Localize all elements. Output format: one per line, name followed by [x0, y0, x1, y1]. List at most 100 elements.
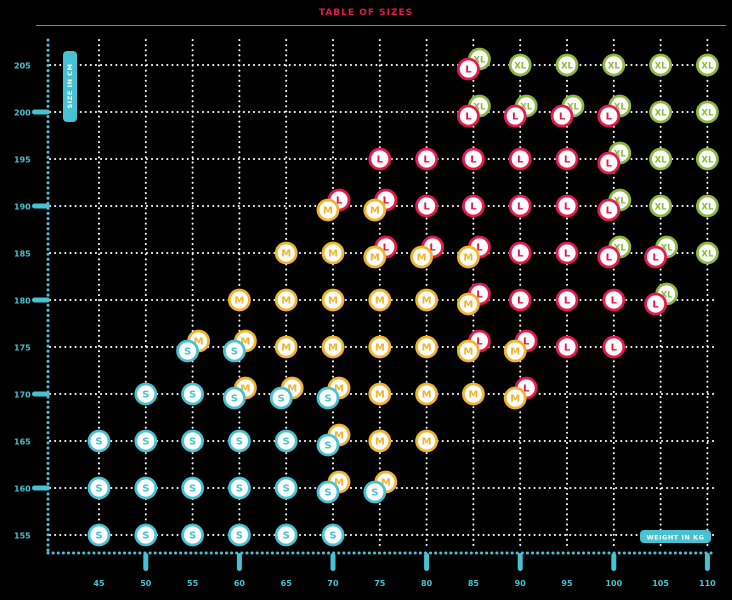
- size-badge-circle: [368, 147, 392, 171]
- y-major-tick: [32, 203, 50, 209]
- size-badge-circle: [134, 476, 158, 500]
- size-badge-label: XL: [520, 102, 533, 112]
- size-badge-circle: [274, 241, 298, 265]
- size-badge-m: M: [274, 241, 298, 265]
- y-major-tick: [32, 485, 50, 491]
- size-badge-l: L: [461, 147, 485, 171]
- size-badge-circle: [134, 429, 158, 453]
- size-badge-circle: [363, 245, 387, 269]
- size-badge-label: M: [194, 336, 204, 347]
- size-badge-m: M: [363, 198, 387, 222]
- size-badge-circle: [415, 194, 439, 218]
- size-badge-m: M: [456, 339, 480, 363]
- size-badge-m: M: [368, 382, 392, 406]
- size-badge-l: L: [415, 194, 439, 218]
- size-badge-s: S: [134, 429, 158, 453]
- x-major-tick: [517, 553, 523, 571]
- size-badge-label: S: [283, 530, 290, 541]
- size-badge-label: XL: [661, 243, 674, 253]
- size-badge-label: M: [370, 205, 380, 216]
- size-badge-m: M: [321, 288, 345, 312]
- size-badge-xl: XL: [649, 194, 672, 218]
- x-major-tick: [143, 553, 149, 571]
- y-tick-label: 190: [14, 203, 31, 212]
- size-badge-s: S: [363, 480, 387, 504]
- size-badge-circle: [644, 292, 667, 316]
- size-badge-circle: [316, 480, 340, 504]
- size-badge-s: S: [227, 523, 251, 547]
- size-badge-label: XL: [567, 102, 580, 112]
- size-badge-circle: [456, 339, 480, 363]
- size-badge-label: S: [189, 530, 196, 541]
- size-badge-l: L: [555, 147, 579, 171]
- size-badge-label: M: [334, 477, 344, 488]
- size-badge-label: XL: [614, 196, 627, 206]
- size-badge-label: L: [423, 201, 430, 212]
- size-badge-m: M: [274, 335, 298, 359]
- size-badge-label: S: [278, 393, 285, 404]
- y-tick-label: 170: [14, 391, 31, 400]
- size-badge-circle: [415, 382, 439, 406]
- y-axis-title: SIZE IN CM: [66, 64, 74, 109]
- size-badge-label: L: [429, 242, 436, 253]
- size-badge-m: M: [368, 288, 392, 312]
- y-tick-label: 160: [14, 485, 31, 494]
- size-badge-label: M: [422, 436, 432, 447]
- y-tick-label: 175: [14, 344, 31, 353]
- size-badge-m: M: [316, 198, 340, 222]
- size-badge-label: XL: [608, 61, 621, 71]
- size-badge-label: L: [606, 111, 613, 122]
- size-badge-l: L: [508, 241, 532, 265]
- size-badge-circle: [321, 288, 345, 312]
- size-badge-circle: [321, 241, 345, 265]
- size-badge-label: L: [517, 248, 524, 259]
- size-badge-circle: [227, 476, 251, 500]
- size-badge-circle: [508, 194, 532, 218]
- x-tick-label: 50: [140, 579, 152, 588]
- size-badge-label: M: [375, 342, 385, 353]
- size-badge-circle: [87, 523, 111, 547]
- size-badge-circle: [316, 198, 340, 222]
- size-badge-s: S: [87, 476, 111, 500]
- size-badge-label: M: [422, 342, 432, 353]
- size-badge-circle: [602, 288, 626, 312]
- size-badge-label: L: [512, 111, 519, 122]
- size-badge-label: S: [236, 483, 243, 494]
- size-badge-label: XL: [655, 61, 668, 71]
- size-badge-label: M: [422, 389, 432, 400]
- size-badge-circle: [644, 245, 667, 269]
- size-badge-label: M: [375, 295, 385, 306]
- size-badge-label: S: [324, 487, 331, 498]
- size-badge-l: L: [644, 292, 667, 316]
- size-badge-circle: [503, 339, 527, 363]
- size-badge-label: XL: [701, 249, 714, 259]
- size-badge-label: L: [423, 154, 430, 165]
- size-badge-label: XL: [614, 243, 627, 253]
- size-badge-l: L: [597, 104, 621, 128]
- x-tick-label: 55: [187, 579, 199, 588]
- size-badge-circle: [134, 523, 158, 547]
- size-badge-label: L: [559, 111, 566, 122]
- size-badge-xl: XL: [696, 194, 719, 218]
- size-badge-circle: [415, 429, 439, 453]
- size-badge-label: S: [142, 483, 149, 494]
- size-badge-circle: [181, 476, 205, 500]
- x-major-tick: [236, 553, 242, 571]
- size-badge-circle: [649, 194, 672, 218]
- size-badge-l: L: [602, 288, 626, 312]
- size-badge-circle: [649, 147, 672, 171]
- size-badge-label: L: [470, 154, 477, 165]
- size-badge-label: M: [370, 252, 380, 263]
- size-badge-xl: XL: [696, 241, 719, 265]
- size-badge-label: S: [283, 436, 290, 447]
- size-badge-circle: [363, 480, 387, 504]
- size-badge-circle: [555, 194, 579, 218]
- size-badge-circle: [461, 382, 485, 406]
- size-badge-circle: [274, 335, 298, 359]
- size-badge-circle: [696, 241, 719, 265]
- size-badge-label: L: [606, 252, 613, 263]
- size-badge-s: S: [316, 480, 340, 504]
- size-badge-label: M: [328, 295, 338, 306]
- x-major-tick: [704, 553, 710, 571]
- size-badge-label: S: [329, 530, 336, 541]
